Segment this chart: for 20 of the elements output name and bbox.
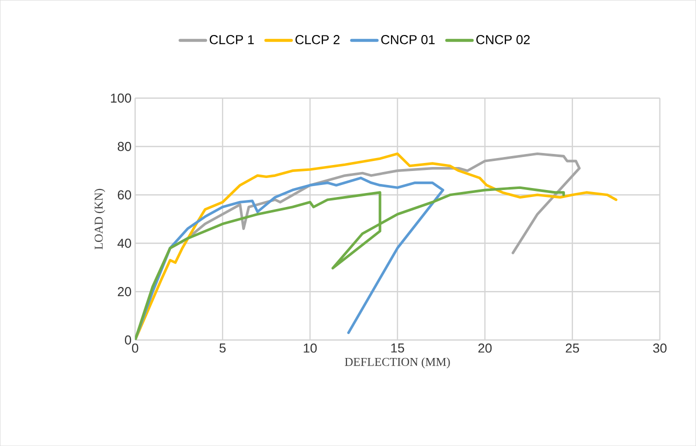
y-tick-label: 20: [118, 286, 132, 296]
x-tick-label: 10: [304, 343, 317, 353]
y-tick-label: 100: [110, 93, 132, 103]
x-tick-label: 25: [566, 343, 580, 353]
legend-label: CNCP 02: [476, 34, 530, 44]
y-tick-label: 40: [118, 238, 132, 248]
x-tick-label: 5: [219, 343, 226, 352]
y-tick-label: 80: [118, 142, 132, 152]
x-tick-label: 30: [653, 343, 667, 353]
x-tick-label: 15: [391, 343, 404, 352]
x-tick-label: 20: [478, 343, 492, 353]
y-tick-label: 60: [118, 190, 132, 200]
legend-label: CNCP 01: [381, 34, 435, 44]
line-series: [135, 186, 565, 340]
legend-label: CLCP 2: [296, 34, 340, 44]
x-axis-title: DEFLECTION (MM): [344, 357, 450, 368]
y-tick-label: 0: [124, 335, 132, 345]
legend-label: CLCP 1: [210, 34, 254, 44]
x-tick-label: 0: [132, 343, 138, 353]
y-axis-title: LOAD (KN): [94, 188, 106, 250]
